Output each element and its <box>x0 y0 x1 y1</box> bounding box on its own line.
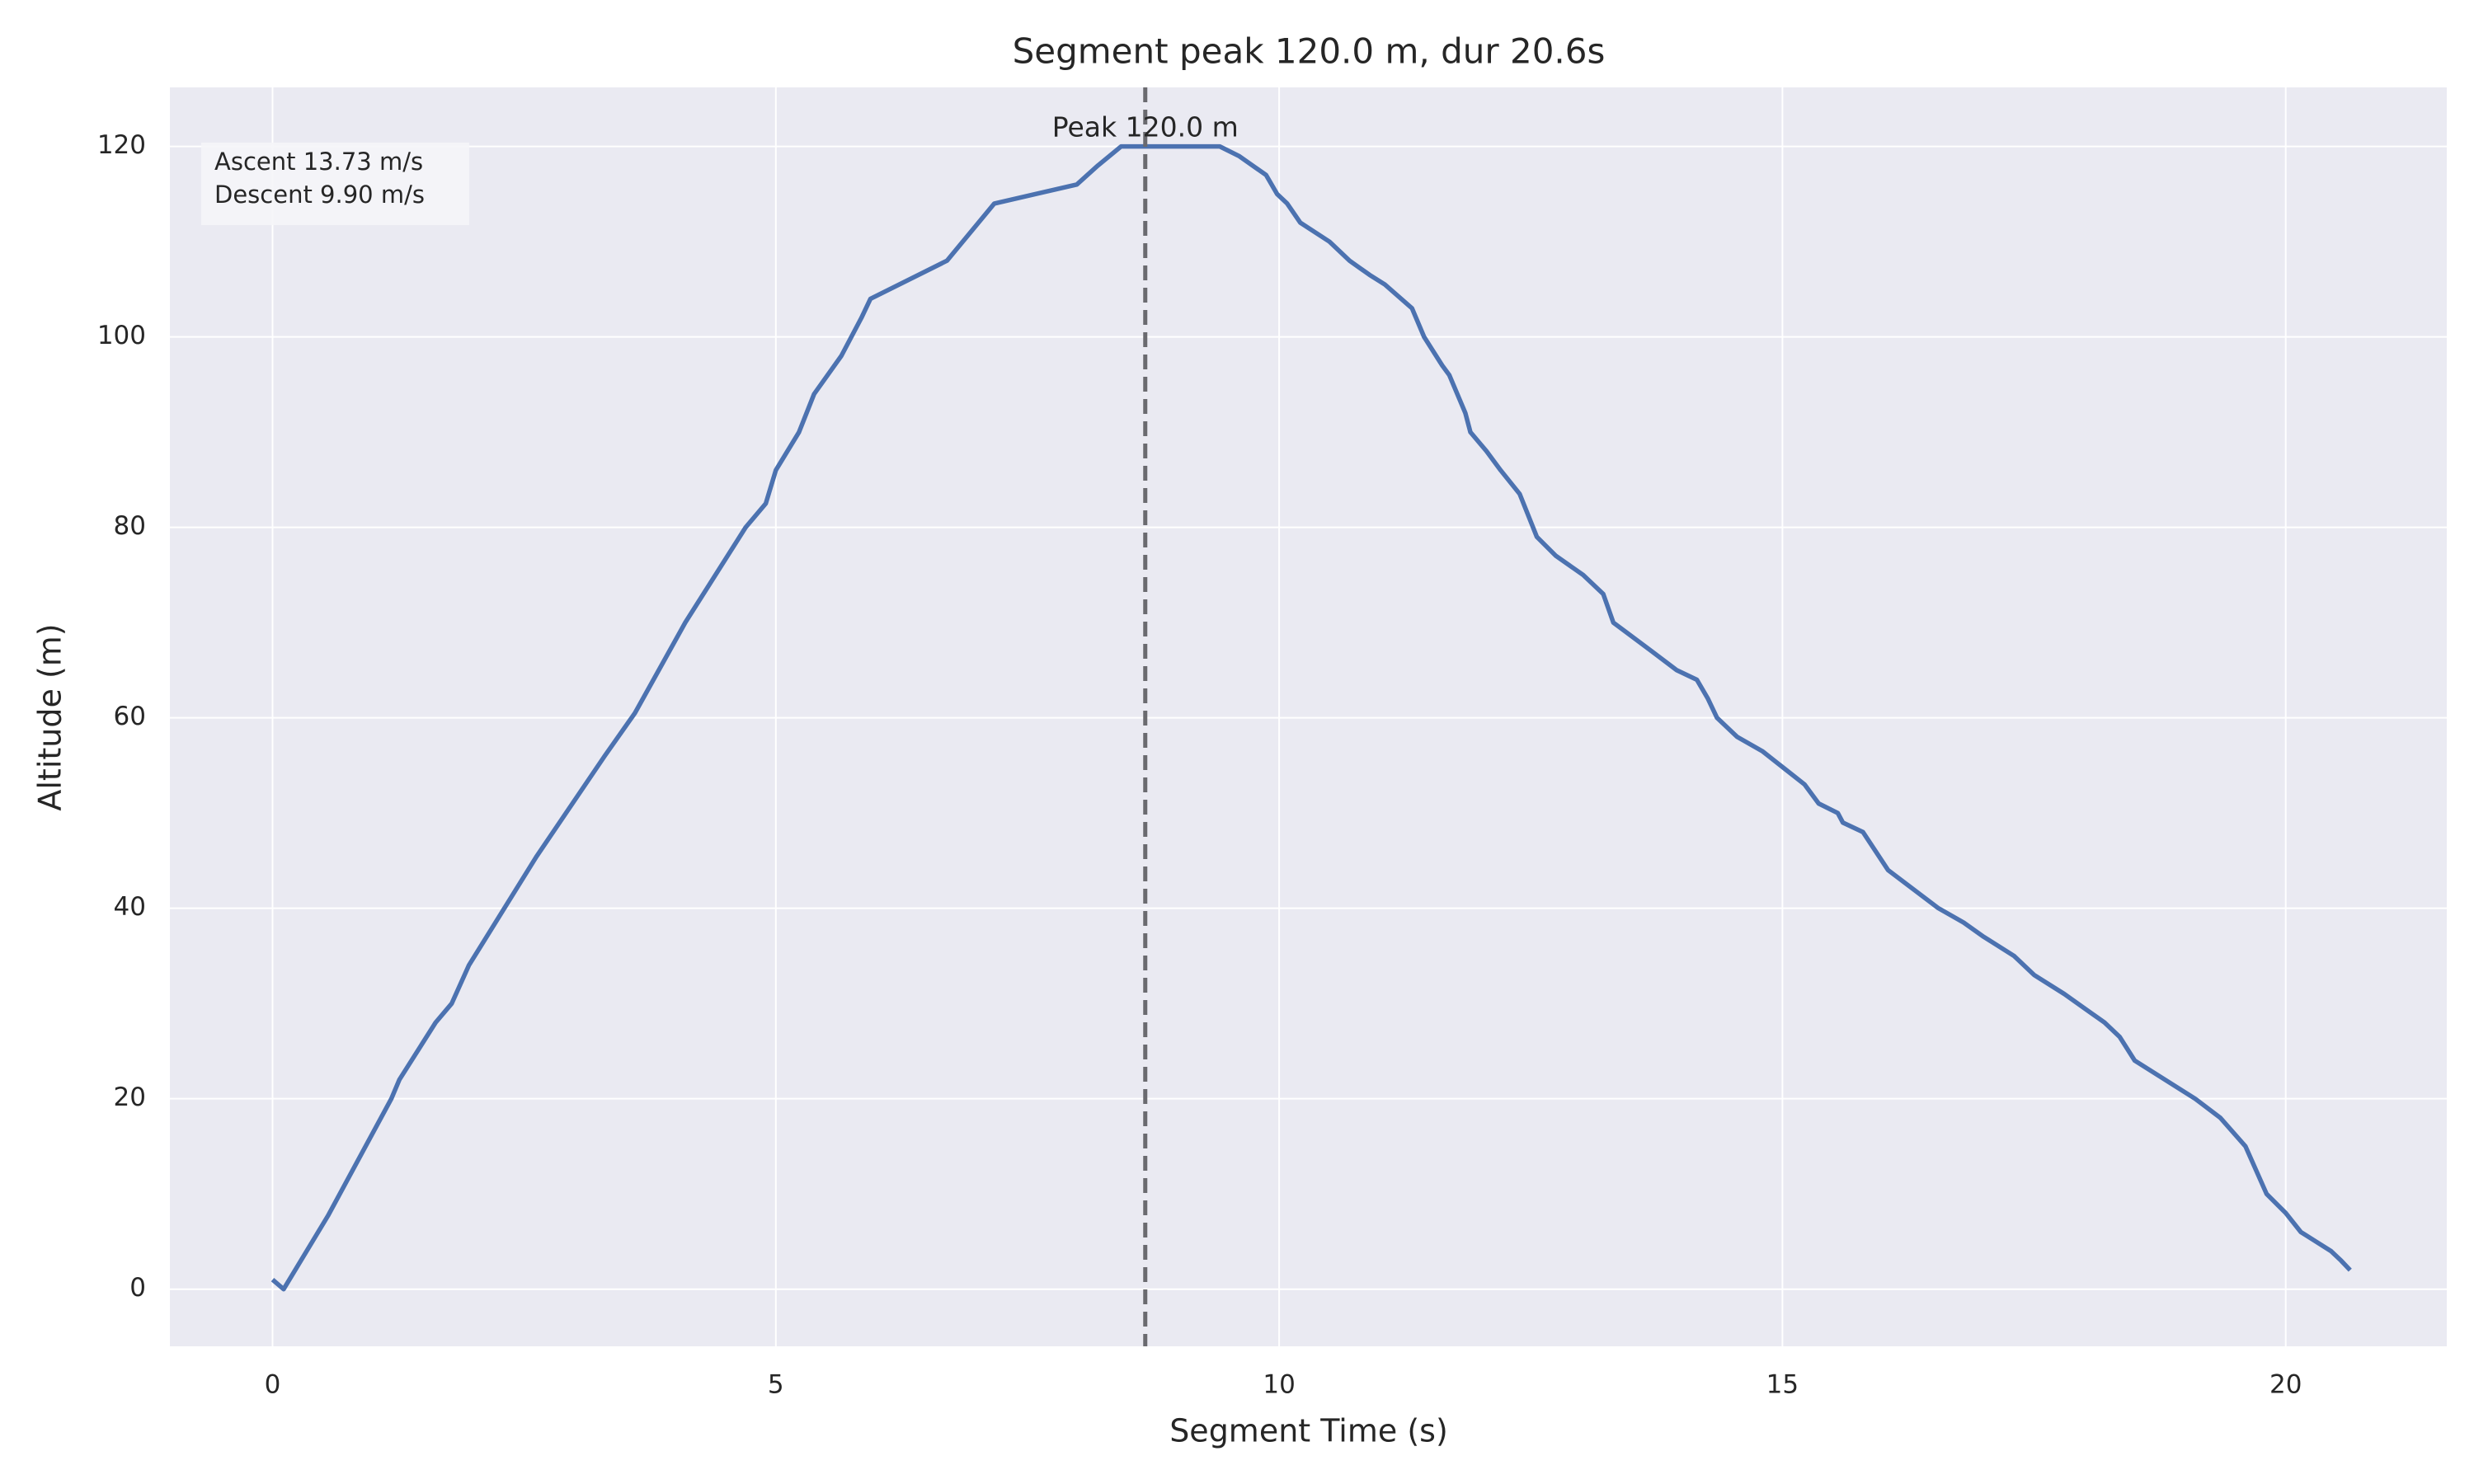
y-tick-label: 120 <box>97 130 146 160</box>
stats-line: Descent 9.90 m/s <box>214 181 425 209</box>
y-tick-label: 40 <box>114 892 146 922</box>
plot-area <box>170 87 2447 1346</box>
altitude-line <box>270 143 2352 1292</box>
y-tick-label: 100 <box>97 321 146 350</box>
stats-box <box>201 143 469 225</box>
x-tick-label: 15 <box>1766 1370 1799 1400</box>
y-tick-label: 60 <box>114 702 146 731</box>
y-tick-label: 80 <box>114 511 146 541</box>
y-axis-label: Altitude (m) <box>32 623 68 810</box>
grid <box>170 87 2447 1346</box>
x-tick-label: 20 <box>2269 1370 2302 1400</box>
x-tick-label: 5 <box>768 1370 784 1400</box>
y-tick-label: 0 <box>129 1273 146 1303</box>
chart-title: Segment peak 120.0 m, dur 20.6s <box>1013 31 1606 72</box>
marks <box>270 87 2352 1346</box>
x-axis-label: Segment Time (s) <box>1169 1413 1448 1449</box>
x-tick-label: 10 <box>1263 1370 1295 1400</box>
stats-line: Ascent 13.73 m/s <box>214 148 423 176</box>
x-tick-label: 0 <box>265 1370 281 1400</box>
peak-label: Peak 120.0 m <box>1052 111 1239 143</box>
y-tick-label: 20 <box>114 1082 146 1112</box>
